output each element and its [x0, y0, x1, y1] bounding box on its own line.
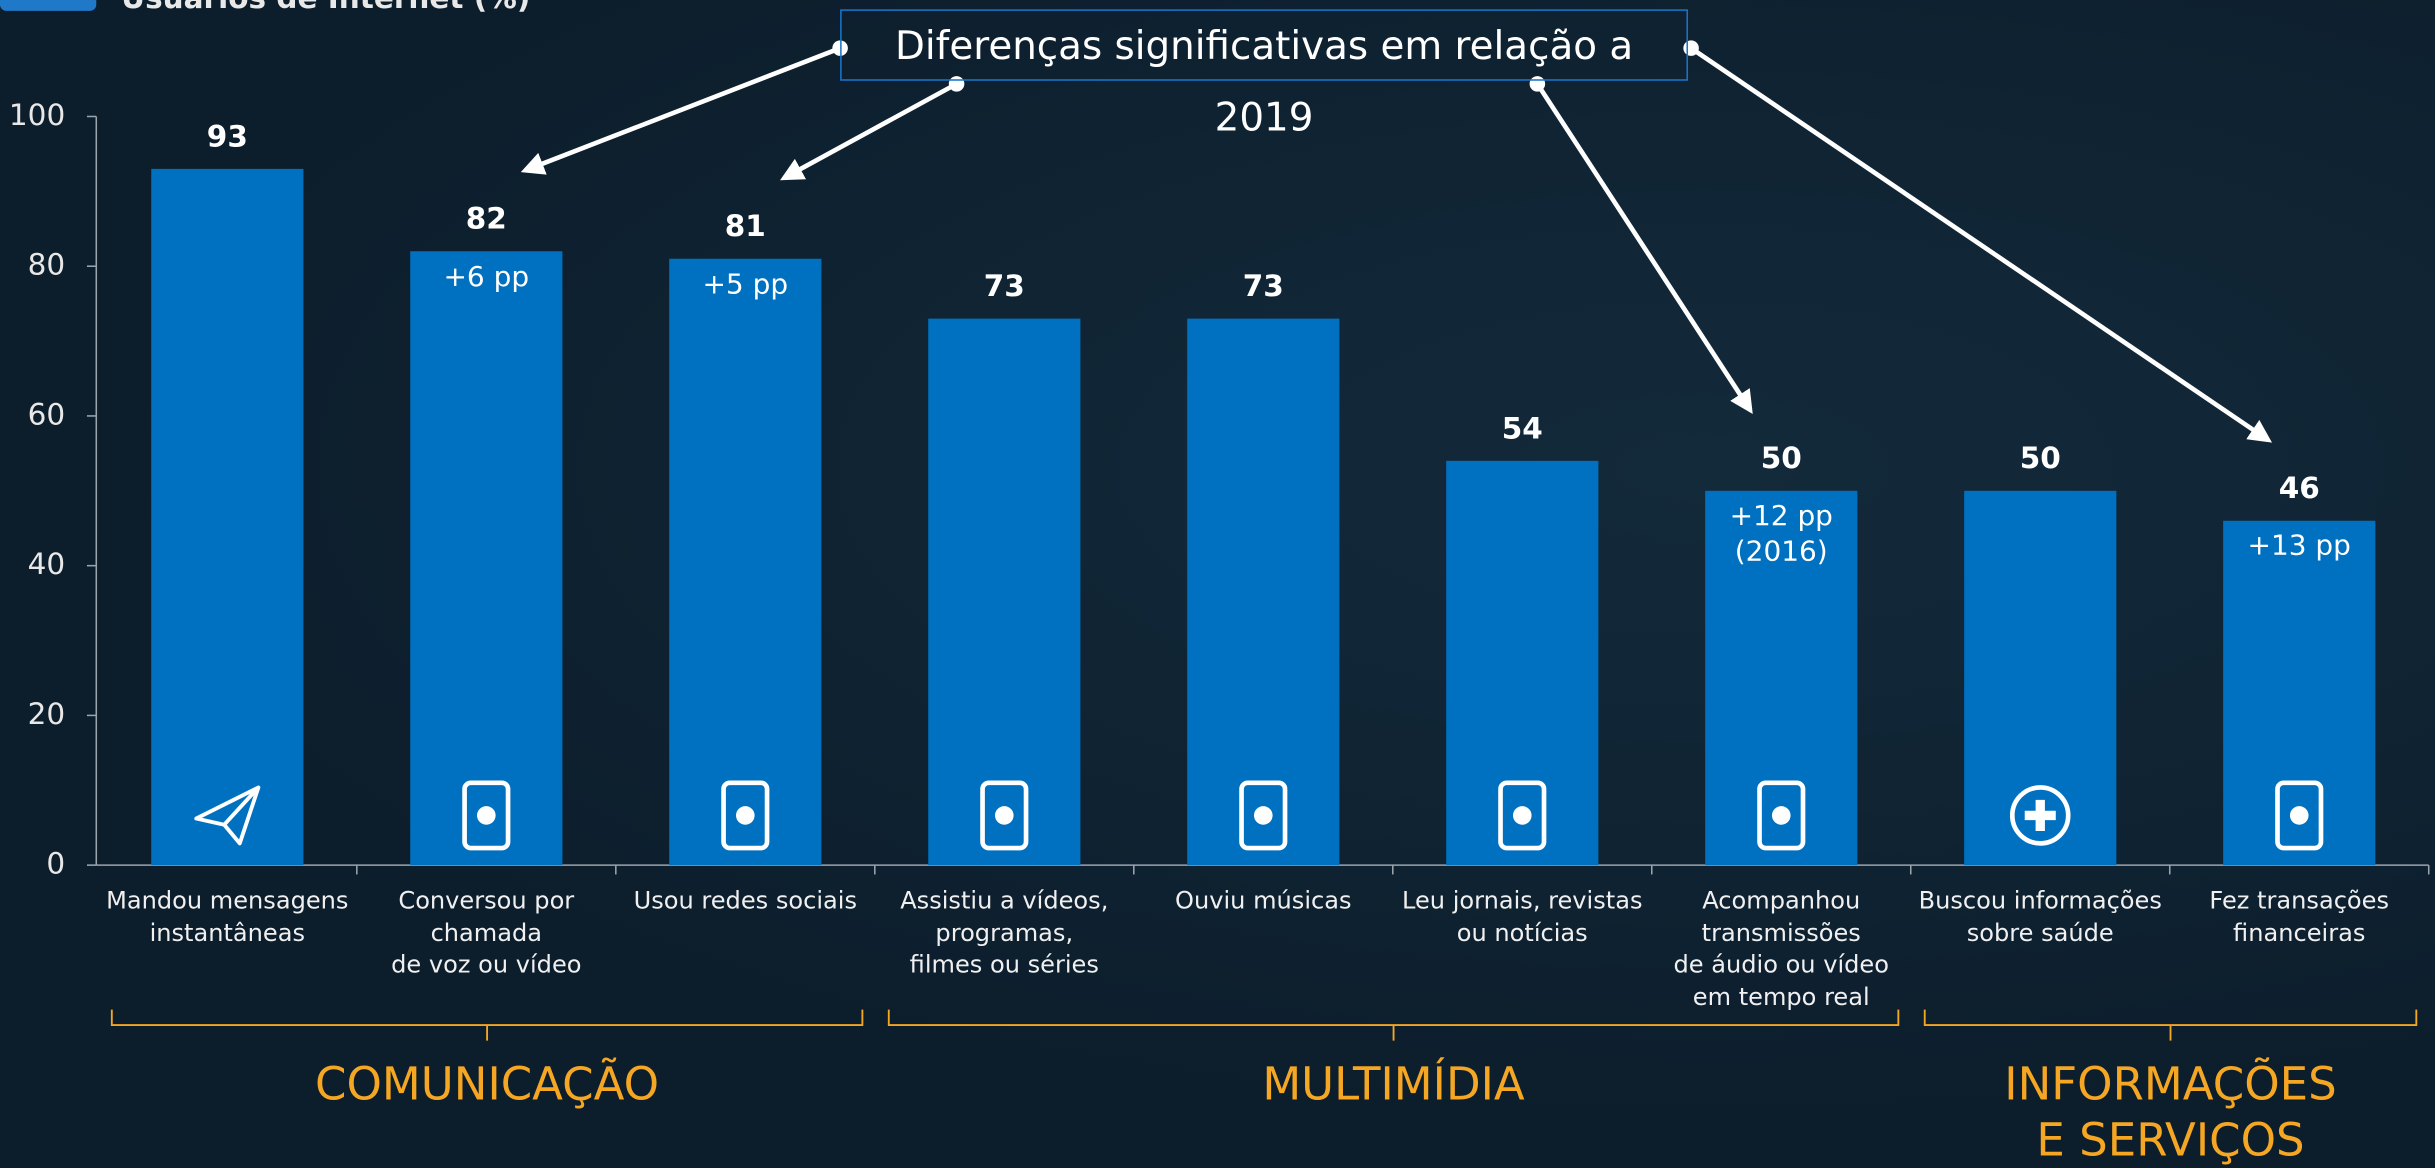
icon [1757, 780, 1806, 851]
bar-note: +5 pp [702, 268, 789, 301]
icon [2275, 780, 2324, 851]
bar [1187, 318, 1340, 866]
y-tick-label: 40 [28, 547, 66, 581]
x-tick-label: Buscou informações sobre saúde [1918, 886, 2162, 947]
y-tick-label: 20 [28, 697, 66, 731]
callout-arrow [1535, 82, 1753, 414]
icon [2009, 785, 2071, 846]
y-tick-label: 80 [28, 248, 66, 282]
value-label: 81 [725, 209, 766, 243]
x-tick-label: Leu jornais, revistas ou notícias [1402, 886, 1643, 947]
y-axis-label: Usuários de Internet (%) [121, 0, 530, 16]
bar-note: +6 pp [443, 260, 530, 294]
icon [1253, 806, 1273, 825]
group-label: INFORMAÇÕES E SERVIÇOS [2004, 1057, 2337, 1167]
icon [721, 780, 770, 851]
group-brace [1923, 1009, 2418, 1041]
x-tick-label: Acompanhou transmissões de áudio ou víde… [1673, 886, 1889, 1011]
icon [476, 806, 496, 825]
value-label: 54 [1502, 411, 1543, 445]
x-tick-label: Usou redes sociais [633, 886, 858, 915]
bar [1705, 490, 1858, 866]
x-tick-label: Conversou por chamada de voz ou vídeo [391, 886, 582, 979]
header-tab [0, 0, 97, 11]
icon [194, 785, 261, 846]
value-label: 46 [2279, 471, 2320, 505]
x-tick-label: Assistiu a vídeos, programas, filmes ou … [900, 886, 1109, 979]
group-brace [887, 1009, 1900, 1041]
callout-arrow [520, 45, 841, 175]
bar [669, 258, 822, 866]
icon [1512, 806, 1532, 825]
x-tick-label: Mandou mensagens instantâneas [106, 886, 349, 947]
y-tick-label: 60 [28, 397, 66, 431]
callout-dot [832, 40, 848, 56]
group-label: COMUNICAÇÃO [315, 1057, 660, 1111]
x-tick-label: Ouviu músicas [1175, 886, 1352, 915]
value-label: 82 [466, 202, 507, 236]
icon [1498, 780, 1547, 851]
icon [994, 806, 1014, 825]
value-label: 50 [2020, 441, 2061, 475]
callout-arrow [1689, 46, 2273, 443]
x-tick-label: Fez transações financeiras [2209, 886, 2390, 947]
value-label: 93 [207, 119, 248, 153]
value-label: 73 [1243, 269, 1284, 303]
bar [928, 318, 1081, 866]
bar-note: +13 pp [2247, 530, 2351, 563]
group-label: MULTIMÍDIA [1262, 1057, 1525, 1111]
icon [735, 806, 755, 825]
icon [2024, 799, 2056, 831]
icon [1239, 780, 1288, 851]
bar [1446, 460, 1599, 866]
callout-box: Diferenças significativas em relação a 2… [840, 9, 1689, 140]
bar [151, 168, 304, 866]
bar-note: +12 pp (2016) [1729, 500, 1833, 569]
icon [462, 780, 511, 851]
value-label: 73 [984, 269, 1025, 303]
y-tick-label: 100 [9, 98, 65, 132]
icon [2289, 806, 2309, 825]
group-brace [110, 1009, 864, 1041]
bar [410, 251, 563, 866]
value-label: 50 [1761, 441, 1802, 475]
callout-arrow [780, 81, 958, 181]
y-tick-label: 0 [46, 847, 65, 881]
icon [980, 780, 1029, 851]
icon [1771, 806, 1791, 825]
